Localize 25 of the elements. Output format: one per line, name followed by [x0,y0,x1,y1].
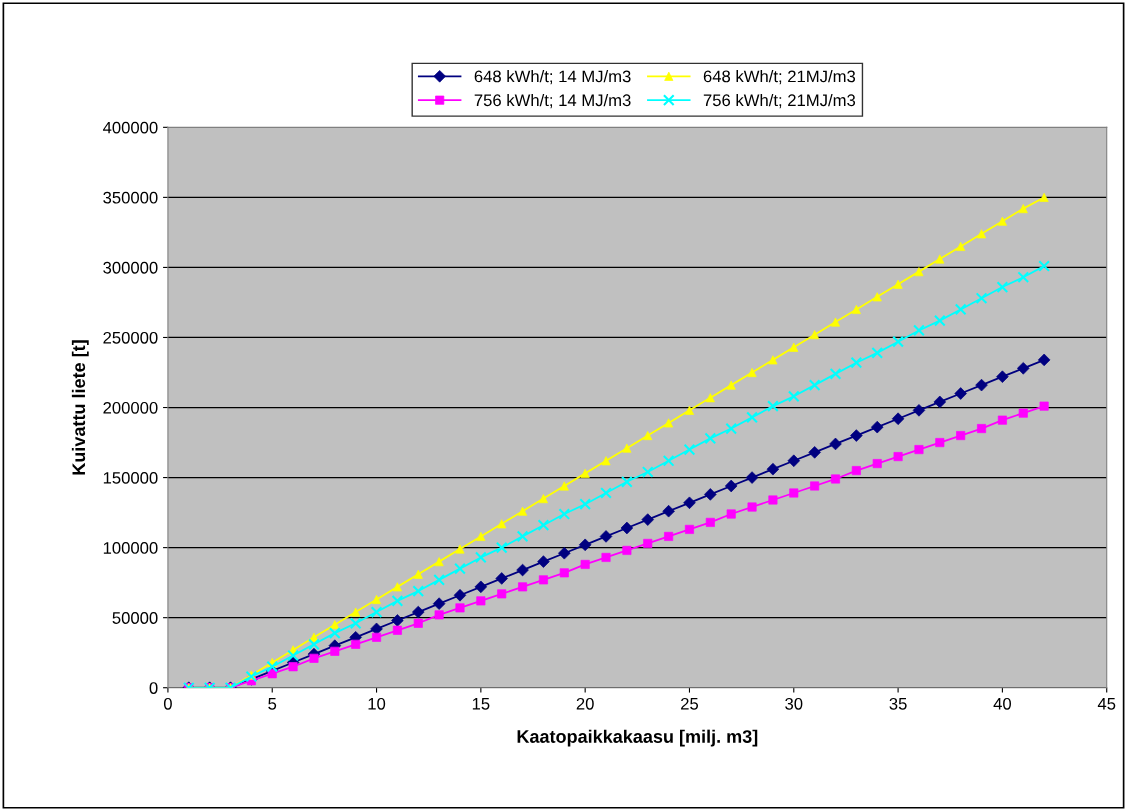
x-tick-label: 45 [1097,698,1116,710]
x-tick-label: 5 [268,698,277,710]
y-axis-title: Kuivattu liete [t] [71,340,89,475]
y-tick-label: 350000 [103,191,158,204]
legend-label: 756 kWh/t; 21MJ/m3 [703,93,856,109]
y-tick-label: 150000 [103,471,158,484]
x-tick-label: 40 [993,697,1012,710]
x-tick-label: 25 [681,697,699,710]
y-tick-label: 0 [149,682,158,694]
y-tick-label: 200000 [103,401,158,414]
legend-label: 648 kWh/t; 14 MJ/m3 [474,70,631,85]
legend-label: 648 kWh/t; 21MJ/m3 [703,70,856,85]
x-tick-label: 10 [368,697,386,710]
y-tick-label: 250000 [103,331,158,344]
y-tick-label: 100000 [103,542,158,554]
x-tick-label: 15 [472,698,490,710]
x-tick-label: 0 [163,697,172,710]
legend-label: 756 kWh/t; 14 MJ/m3 [474,93,631,109]
x-tick-label: 35 [889,697,907,710]
x-tick-label: 30 [785,697,803,710]
y-tick-label: 300000 [103,261,158,274]
y-tick-label: 400000 [102,121,158,134]
x-axis-title: Kaatopaikkakaasu [milj. m3] [517,729,758,747]
x-tick-label: 20 [576,697,594,710]
y-tick-label: 50000 [112,612,158,624]
